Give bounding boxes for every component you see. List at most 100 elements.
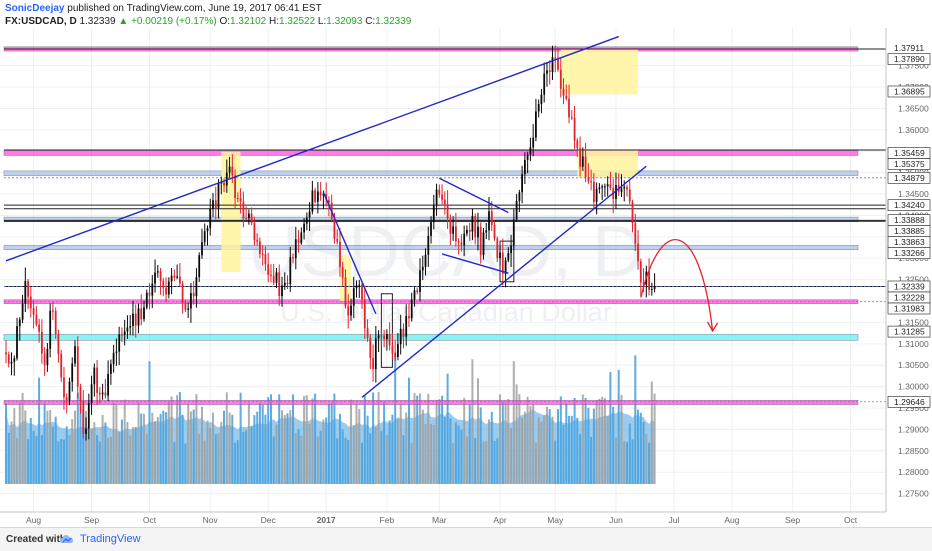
volume-bar bbox=[369, 433, 372, 484]
price-tick-label: 1.29000 bbox=[898, 424, 929, 434]
volume-bar bbox=[515, 384, 518, 484]
volume-bar bbox=[363, 395, 366, 484]
volume-bar bbox=[427, 393, 430, 484]
volume-bar bbox=[347, 440, 350, 484]
volume-bar bbox=[82, 409, 85, 484]
candle-body bbox=[352, 288, 355, 306]
time-axis[interactable]: Aug Sep Oct Nov Dec 2017 Feb Mar Apr May Jun Jul Aug… bbox=[0, 511, 932, 527]
price-label: 1.33885 bbox=[894, 226, 925, 236]
price-tick-label: 1.32500 bbox=[898, 275, 929, 285]
volume-bar bbox=[272, 436, 275, 484]
volume-bar bbox=[27, 438, 30, 484]
volume-bar bbox=[319, 430, 322, 484]
volume-bar bbox=[339, 413, 341, 484]
volume-bar bbox=[16, 437, 18, 484]
candle-body bbox=[297, 239, 300, 244]
volume-bar bbox=[107, 437, 110, 484]
volume-bar bbox=[261, 404, 264, 484]
candle-body bbox=[609, 184, 612, 188]
volume-bar bbox=[223, 410, 225, 484]
candle-body bbox=[419, 270, 421, 293]
candle-body bbox=[68, 381, 71, 401]
time-tick-label: Nov bbox=[203, 515, 219, 525]
candle-body bbox=[546, 70, 548, 74]
candle-body bbox=[300, 232, 303, 244]
candle-body bbox=[507, 253, 510, 261]
candle-body bbox=[366, 328, 369, 338]
price-label: 1.37911 bbox=[894, 43, 924, 53]
candle-body bbox=[648, 271, 650, 290]
volume-bar bbox=[156, 417, 159, 484]
candle-body bbox=[192, 293, 195, 297]
volume-bar bbox=[68, 434, 71, 484]
volume-bar bbox=[377, 392, 380, 484]
volume-bar bbox=[308, 423, 311, 484]
low-value: 1.32093 bbox=[326, 16, 363, 27]
volume-bar bbox=[385, 435, 388, 484]
candle-body bbox=[526, 154, 529, 160]
volume-bar bbox=[468, 404, 471, 484]
volume-bar bbox=[499, 394, 501, 484]
price-tick-label: 1.31500 bbox=[898, 317, 929, 327]
volume-bar bbox=[457, 425, 460, 484]
volume-bar bbox=[482, 441, 485, 484]
candle-body bbox=[190, 293, 192, 309]
candle-body bbox=[590, 181, 592, 183]
candle-body bbox=[104, 392, 107, 396]
volume-bar bbox=[247, 402, 250, 484]
candle-body bbox=[203, 231, 206, 243]
candle-body bbox=[76, 346, 79, 387]
volume-bar bbox=[421, 409, 424, 484]
candle-body bbox=[57, 334, 60, 354]
candle-body bbox=[236, 198, 239, 199]
price-zone-magenta bbox=[3, 400, 859, 405]
author-link[interactable]: SonicDeejay bbox=[5, 3, 65, 14]
candle-body bbox=[416, 290, 419, 293]
candle-body bbox=[468, 229, 471, 232]
change-arrow-icon: ▲ bbox=[118, 16, 129, 27]
candle-body bbox=[479, 226, 482, 256]
price-tick-label: 1.28500 bbox=[898, 446, 929, 456]
watermark-symbol: USDCAD, D bbox=[248, 212, 644, 292]
volume-bar bbox=[355, 403, 358, 484]
price-chart[interactable]: USDCAD, D U.S. Dollar/Canadian Dollar 1.… bbox=[0, 28, 932, 527]
price-axis[interactable]: 1.375001.370001.365001.360001.355001.350… bbox=[885, 28, 932, 527]
volume-bar bbox=[584, 397, 587, 484]
projection-arrow bbox=[640, 239, 719, 333]
volume-bar bbox=[543, 415, 546, 484]
volume-bar bbox=[366, 415, 369, 484]
candle-body bbox=[24, 281, 27, 304]
volume-bar bbox=[118, 431, 121, 484]
tradingview-brand[interactable]: TradingView bbox=[80, 533, 141, 545]
candle-body bbox=[490, 211, 493, 225]
candle-body bbox=[148, 292, 151, 296]
time-tick-label: Jul bbox=[668, 515, 679, 525]
volume-bar bbox=[424, 424, 427, 484]
volume-bar bbox=[606, 416, 609, 484]
tradingview-cloud-icon[interactable] bbox=[60, 532, 76, 546]
volume-bar bbox=[562, 424, 565, 484]
trendlines bbox=[5, 35, 647, 398]
candle-body bbox=[325, 193, 328, 201]
volume-bar bbox=[330, 402, 333, 484]
volume-bar bbox=[391, 414, 394, 484]
price-tick-label: 1.30000 bbox=[898, 382, 929, 392]
candle-body bbox=[234, 175, 236, 198]
volume-bar bbox=[631, 439, 634, 484]
volume-bar bbox=[7, 432, 10, 484]
volume-bar bbox=[104, 422, 107, 484]
candle-body bbox=[344, 277, 347, 307]
candle-body bbox=[397, 344, 399, 357]
candle-body bbox=[21, 303, 24, 320]
volume-bar bbox=[402, 435, 405, 484]
candle-body bbox=[593, 181, 595, 202]
candle-body bbox=[272, 275, 275, 283]
candle-body bbox=[79, 386, 82, 402]
candle-body bbox=[52, 310, 54, 312]
candle-body bbox=[601, 186, 604, 188]
volume-bar bbox=[587, 407, 590, 484]
candle-body bbox=[457, 241, 460, 243]
volume-bar bbox=[159, 413, 162, 484]
candle-body bbox=[532, 137, 535, 148]
